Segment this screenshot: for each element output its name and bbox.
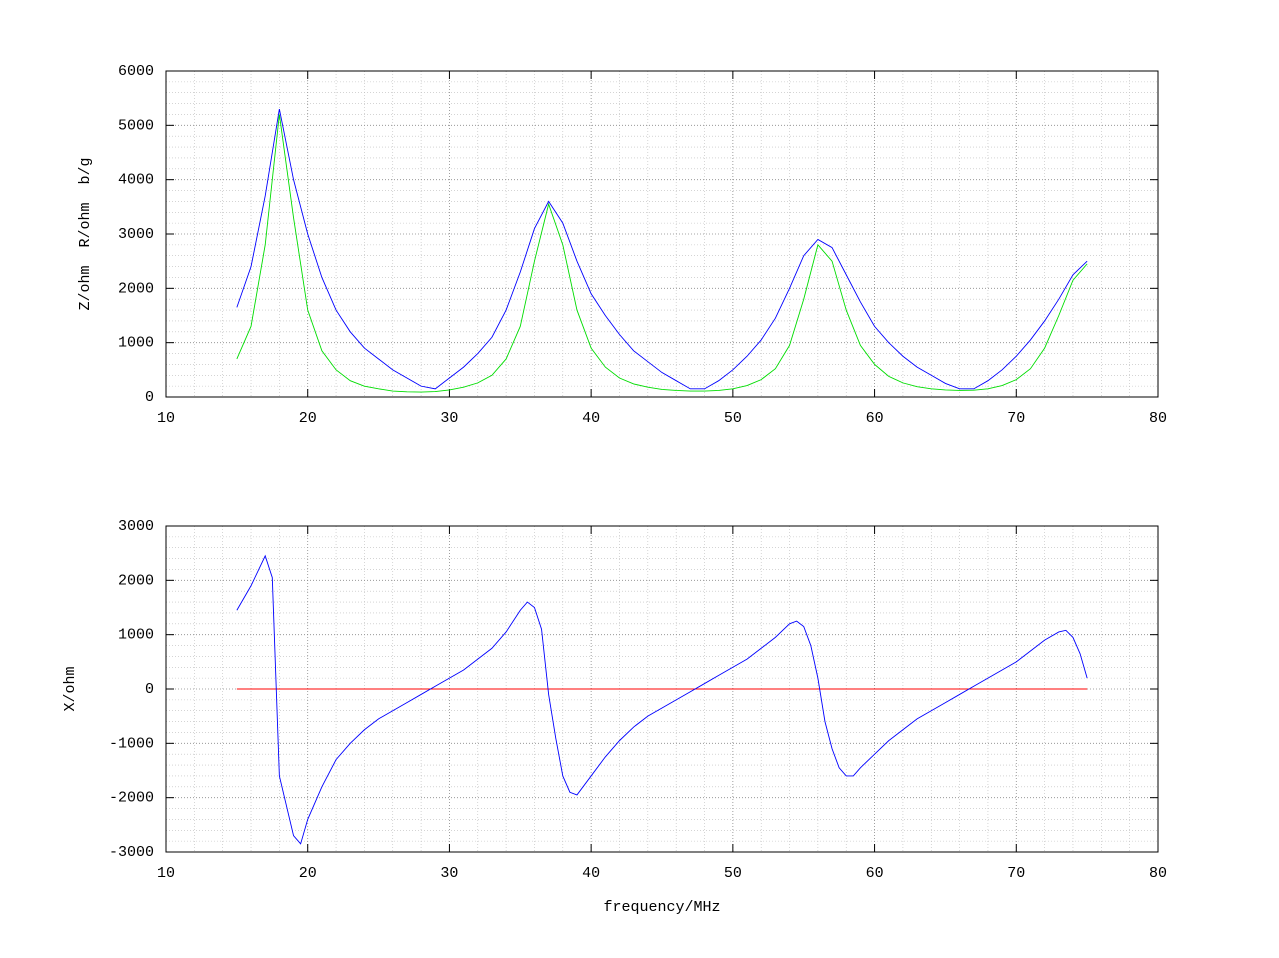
x-tick-label: 70 <box>1007 410 1025 427</box>
x-tick-label: 40 <box>582 865 600 882</box>
y-tick-label: -2000 <box>109 790 154 807</box>
y-tick-label: 0 <box>145 389 154 406</box>
x-tick-label: 50 <box>724 865 742 882</box>
plot-frame <box>165 525 1159 853</box>
y-tick-label: 2000 <box>118 280 154 297</box>
x-tick-label: 60 <box>866 865 884 882</box>
x-tick-label: 10 <box>157 410 175 427</box>
x-tick-label: 50 <box>724 410 742 427</box>
y-tick-label: 3000 <box>118 518 154 535</box>
y-tick-label: 0 <box>145 681 154 698</box>
y-axis-label: X/ohm <box>62 666 79 711</box>
data-line <box>236 108 1088 390</box>
y-tick-label: 6000 <box>118 63 154 80</box>
x-tick-label: 80 <box>1149 410 1167 427</box>
x-tick-label: 30 <box>440 410 458 427</box>
x-tick-label: 30 <box>440 865 458 882</box>
x-tick-label: 10 <box>157 865 175 882</box>
x-tick-label: 40 <box>582 410 600 427</box>
x-axis-label: frequency/MHz <box>603 899 720 916</box>
y-tick-label: 4000 <box>118 172 154 189</box>
x-tick-label: 80 <box>1149 865 1167 882</box>
y-tick-label: 5000 <box>118 117 154 134</box>
y-tick-label: 1000 <box>118 627 154 644</box>
y-tick-label: -3000 <box>109 844 154 861</box>
data-line <box>236 554 1088 845</box>
x-tick-label: 70 <box>1007 865 1025 882</box>
plot-frame <box>165 70 1159 398</box>
x-tick-label: 60 <box>866 410 884 427</box>
data-line <box>236 114 1088 393</box>
x-tick-label: 20 <box>299 410 317 427</box>
y-tick-label: 3000 <box>118 226 154 243</box>
y-tick-label: 1000 <box>118 335 154 352</box>
x-tick-label: 20 <box>299 865 317 882</box>
y-tick-label: -1000 <box>109 735 154 752</box>
y-tick-label: 2000 <box>118 572 154 589</box>
y-axis-label: Z/ohm R/ohm b/g <box>77 157 94 310</box>
